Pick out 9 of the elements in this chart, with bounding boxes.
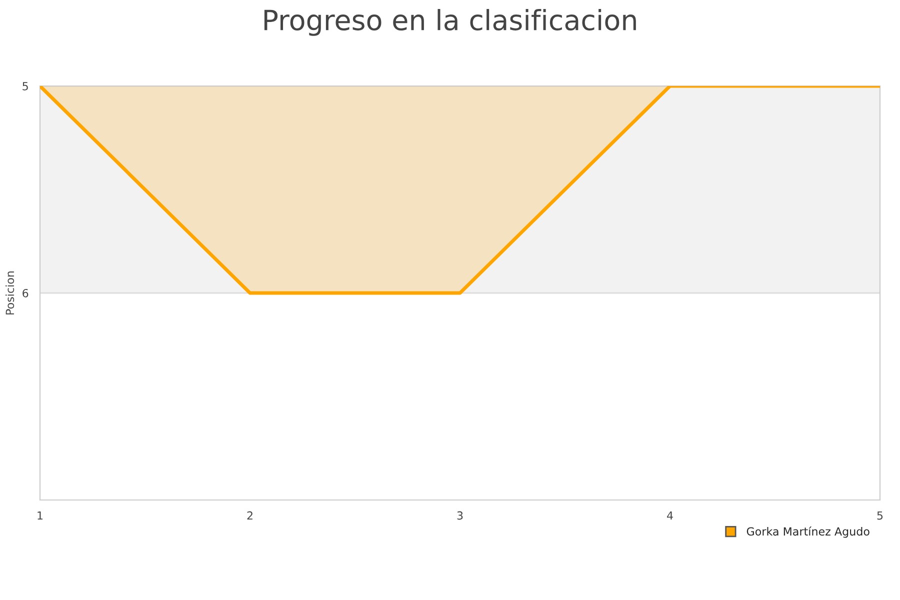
x-tick-label: 5 (877, 511, 883, 520)
chart-title: Progreso en la clasificacion (264, 9, 636, 36)
x-tick-label: 4 (667, 511, 673, 520)
x-tick-label: 3 (457, 511, 463, 520)
y-tick-label: 6 (22, 288, 28, 298)
x-tick-label: 1 (38, 511, 43, 520)
legend-label: Gorka Martínez Agudo (746, 526, 870, 538)
x-tick-label: 2 (247, 511, 252, 520)
y-axis-title: Posicion (6, 271, 14, 314)
